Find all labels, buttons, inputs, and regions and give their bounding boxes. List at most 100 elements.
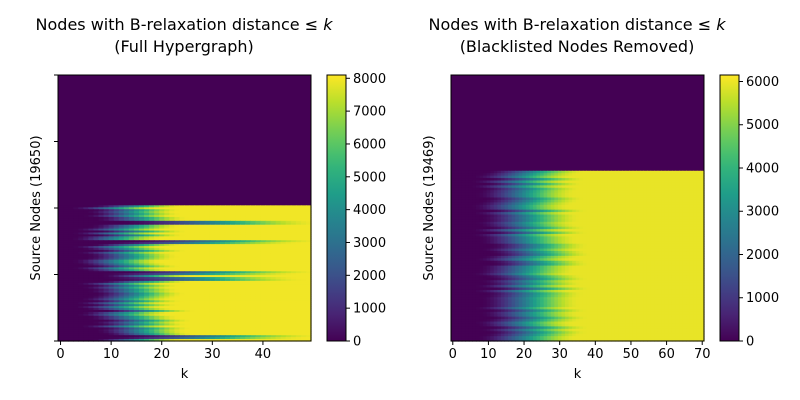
heatmap-cell <box>679 185 684 189</box>
heatmap-cell <box>118 224 125 228</box>
heatmap-cell <box>518 197 523 201</box>
heatmap-cell <box>98 220 105 224</box>
heatmap-cell <box>525 219 530 223</box>
heatmap-cell <box>245 313 251 317</box>
heatmap-cell <box>497 204 502 208</box>
heatmap-cell <box>73 286 79 290</box>
heatmap-cell <box>245 216 251 220</box>
heatmap-cell <box>128 273 135 276</box>
heatmap-cell <box>493 180 498 184</box>
heatmap-cell <box>149 335 155 338</box>
heatmap-cell <box>518 209 523 213</box>
heatmap-cell <box>295 277 302 280</box>
heatmap-cell <box>260 339 267 342</box>
heatmap-cell <box>179 209 186 212</box>
heatmap-cell <box>518 214 523 218</box>
heatmap-cell <box>118 251 125 255</box>
heatmap-cell <box>686 202 691 206</box>
heatmap-cell <box>646 182 652 186</box>
heatmap-cell <box>123 218 130 222</box>
heatmap-cell <box>230 205 236 208</box>
heatmap-cell <box>144 238 150 241</box>
heatmap-cell <box>636 209 641 213</box>
heatmap-cell <box>280 209 287 212</box>
heatmap-cell <box>689 216 694 220</box>
heatmap-cell <box>679 216 684 220</box>
heatmap-cell <box>224 269 231 272</box>
heatmap-cell <box>73 311 79 315</box>
heatmap-cell <box>629 202 634 206</box>
heatmap-cell <box>518 192 523 196</box>
heatmap-cell <box>305 216 312 220</box>
heatmap-cell <box>88 246 95 249</box>
heatmap-cell <box>144 263 150 267</box>
heatmap-cell <box>300 288 307 292</box>
heatmap-cell <box>123 209 130 212</box>
heatmap-cell <box>589 182 595 186</box>
heatmap-cell <box>451 173 456 177</box>
heatmap-cell <box>682 192 687 196</box>
heatmap-cell <box>479 187 484 191</box>
heatmap-cell <box>260 257 267 261</box>
heatmap-cell <box>255 240 261 243</box>
heatmap-cell <box>214 302 221 305</box>
heatmap-cell <box>295 331 302 334</box>
heatmap-cell <box>483 209 488 213</box>
heatmap-cell <box>245 211 251 214</box>
heatmap-cell <box>479 214 484 218</box>
heatmap-cell <box>536 216 541 220</box>
heatmap-cell <box>138 306 145 309</box>
heatmap-cell <box>214 255 221 259</box>
heatmap-cell <box>657 185 662 189</box>
heatmap-cell <box>209 247 216 251</box>
heatmap-cell <box>199 218 206 222</box>
heatmap-cell <box>149 265 155 268</box>
heatmap-cell <box>103 244 110 247</box>
heatmap-cell <box>500 185 506 189</box>
heatmap-cell <box>230 286 236 290</box>
heatmap-cell <box>265 255 272 259</box>
x-tick-label: 10 <box>103 347 120 362</box>
heatmap-cell <box>280 296 287 299</box>
heatmap-cell <box>224 253 231 257</box>
heatmap-cell <box>113 255 120 259</box>
heatmap-cell <box>88 259 95 263</box>
heatmap-cell <box>550 197 555 201</box>
heatmap-cell <box>154 271 160 274</box>
heatmap-cell <box>194 327 201 330</box>
heatmap-cell <box>154 259 160 263</box>
heatmap-cell <box>93 267 100 270</box>
heatmap-cell <box>83 247 89 251</box>
heatmap-cell <box>58 220 64 224</box>
heatmap-cell <box>295 313 302 317</box>
heatmap-cell <box>194 211 201 214</box>
heatmap-cell <box>250 313 256 317</box>
heatmap-cell <box>133 304 140 307</box>
heatmap-cell <box>103 218 110 222</box>
heatmap-cell <box>250 234 256 237</box>
heatmap-cell <box>255 224 261 228</box>
heatmap-cell <box>240 207 246 210</box>
heatmap-cell <box>565 178 570 182</box>
heatmap-cell <box>194 284 201 288</box>
heatmap-cell <box>184 222 191 226</box>
heatmap-cell <box>500 219 506 223</box>
heatmap-cell <box>479 185 484 189</box>
heatmap-cell <box>230 319 236 323</box>
heatmap-cell <box>240 323 246 327</box>
heatmap-cell <box>250 265 256 268</box>
heatmap-cell <box>657 175 662 179</box>
heatmap-cell <box>78 280 84 284</box>
heatmap-cell <box>260 304 267 307</box>
heatmap-cell <box>255 220 261 224</box>
heatmap-cell <box>275 282 282 286</box>
heatmap-cell <box>550 175 555 179</box>
heatmap-cell <box>657 178 662 182</box>
heatmap-cell <box>113 244 120 247</box>
heatmap-cell <box>250 280 256 284</box>
heatmap-cell <box>260 290 267 294</box>
heatmap-cell <box>199 278 206 282</box>
heatmap-cell <box>224 282 231 286</box>
heatmap-cell <box>625 204 630 208</box>
heatmap-cell <box>689 180 694 184</box>
